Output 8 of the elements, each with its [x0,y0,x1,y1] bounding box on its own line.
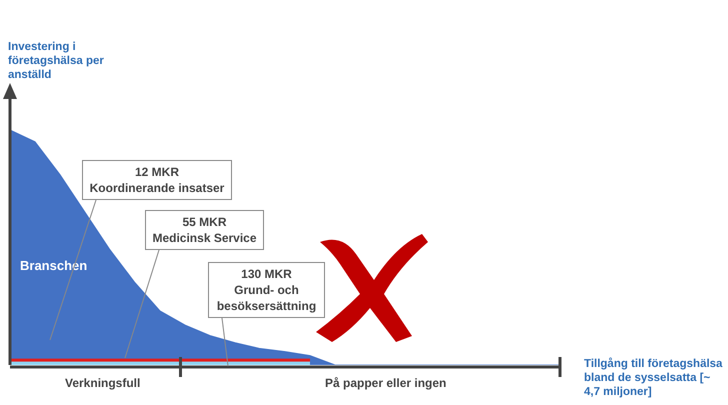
text: På papper eller ingen [325,376,446,390]
annotation: 12 MKR Koordinerande insatser [82,160,232,200]
series-label: Branschen [20,258,88,273]
x-axis-title: Tillgång till företagshälsa bland de sysselsatta [~ 4,7 miljoner] [584,357,724,399]
text: Verkningsfull [65,376,140,390]
annotation: 130 MKR Grund- och besöksersättning [208,262,325,318]
annotation: 55 MKR Medicinsk Service [145,210,264,250]
y-axis-title: Investering i företagshälsa per anställd [8,40,105,82]
